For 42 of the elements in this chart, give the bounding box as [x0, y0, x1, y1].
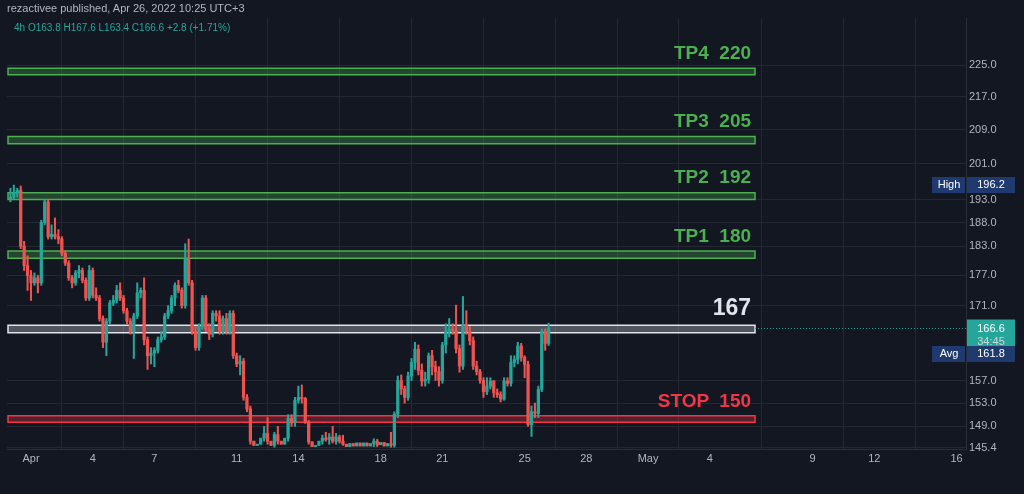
y-tick-label: 171.0: [969, 298, 997, 311]
x-tick-label: 4: [89, 451, 96, 464]
x-tick-label: 18: [374, 451, 387, 464]
band-label: TP1 180: [673, 224, 752, 246]
band-label: TP3 205: [673, 110, 752, 132]
y-tick-label: 145.4: [969, 440, 997, 453]
text: 196.2: [977, 178, 1005, 191]
y-tick-label: 188.0: [969, 215, 997, 228]
chart-title: rezactivee published, Apr 26, 2022 10:25 UTC+3: [7, 2, 245, 14]
band-label: TP4 220: [673, 41, 752, 63]
text: 34:45: [977, 334, 1005, 347]
y-tick-label: 225.0: [969, 58, 997, 71]
candlestick: [505, 377, 510, 387]
y-tick-label: 201.0: [969, 156, 997, 169]
y-tick-label: 177.0: [969, 268, 997, 281]
chart-subtitle: 4h O163.8 H167.6 L163.4 C166.6 +2.8 (+1.71%): [14, 22, 231, 33]
band-label: 167: [712, 294, 752, 321]
x-tick-label: 9: [809, 451, 816, 464]
band-label: STOP 150: [657, 389, 752, 411]
y-tick-label: 193.0: [969, 192, 997, 205]
band-label: TP2 192: [673, 166, 752, 188]
y-tick-label: 217.0: [969, 89, 997, 102]
x-tick-label: 21: [436, 451, 449, 464]
x-tick-label: 14: [292, 451, 305, 464]
x-tick-label: Apr: [22, 451, 40, 464]
y-tick-label: 209.0: [969, 122, 997, 135]
y-tick-label: 157.0: [969, 373, 997, 386]
x-tick-label: 12: [868, 451, 881, 464]
y-tick-label: 153.0: [969, 396, 997, 409]
text: 161.8: [977, 347, 1005, 360]
annotation: Avg: [939, 347, 959, 360]
x-tick-label: 25: [518, 451, 531, 464]
annotation: High: [937, 178, 961, 191]
y-tick-label: 149.0: [969, 419, 997, 432]
x-tick-label: 7: [151, 451, 158, 464]
x-tick-label: May: [637, 451, 659, 464]
ref-line-label: 166.6: [977, 321, 1005, 334]
x-tick-label: 4: [706, 451, 713, 464]
y-tick-label: 183.0: [969, 239, 997, 252]
x-tick-label: 28: [580, 451, 593, 464]
x-tick-label: 16: [950, 451, 963, 464]
x-tick-label: 11: [230, 451, 243, 464]
